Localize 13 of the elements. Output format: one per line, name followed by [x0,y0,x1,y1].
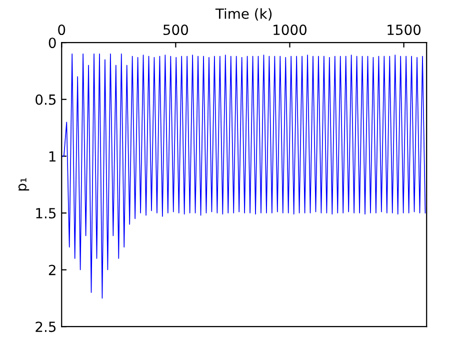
x-tick-label: 0 [58,24,66,36]
y-axis-title: p₁ [18,178,30,191]
y-tick-label: 0 [48,38,56,48]
x-tick-label: 1500 [388,24,421,36]
y-tick-label: 2.5 [36,322,56,332]
y-tick-label: 1.5 [36,208,56,218]
x-tick-label: 500 [163,24,188,36]
y-tick-label: 1 [49,151,56,162]
y-tick-label: 2 [48,264,56,276]
x-tick-label: 1000 [274,24,306,36]
x-axis-title: Time (k) [215,8,272,21]
line-series [62,54,426,299]
y-tick-label: 0.5 [36,94,56,105]
